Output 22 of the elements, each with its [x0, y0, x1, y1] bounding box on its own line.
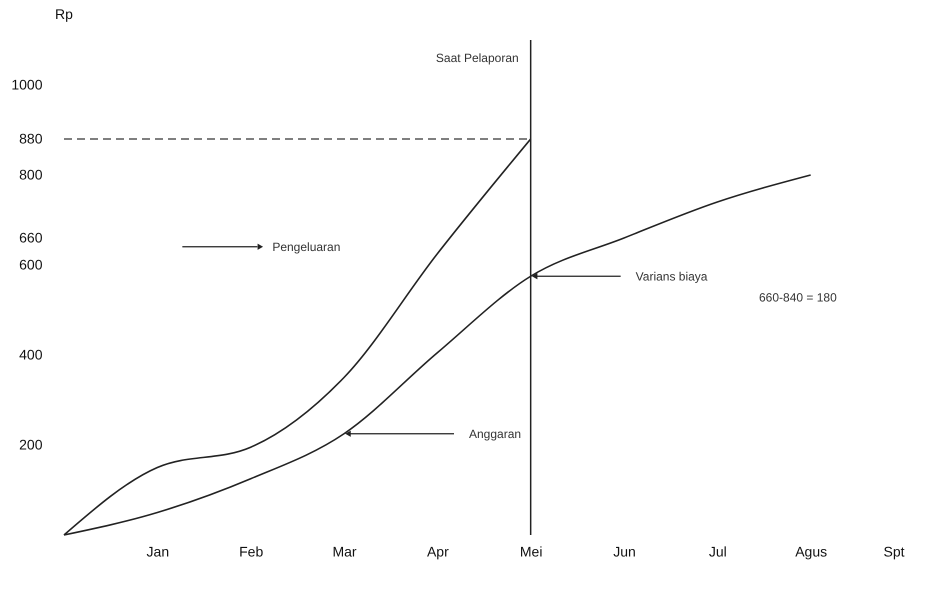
- y-tick-label: 400: [19, 346, 43, 362]
- ref-line-label: Saat Pelaporan: [436, 51, 519, 65]
- y-tick-label: 880: [19, 130, 43, 146]
- y-tick-label: 200: [19, 436, 43, 452]
- x-tick-label: Feb: [239, 544, 264, 560]
- y-tick-label: 600: [19, 256, 43, 272]
- x-tick-label: Jun: [613, 544, 636, 560]
- text: Anggaran: [469, 426, 522, 441]
- x-tick-label: Spt: [883, 544, 905, 560]
- y-axis-title: Rp: [55, 6, 74, 22]
- x-tick-label: Apr: [426, 544, 450, 560]
- annotation: Varians biaya: [636, 269, 708, 284]
- y-tick-label: 1000: [11, 76, 43, 92]
- x-tick-label: Jan: [146, 544, 170, 560]
- legend-label: Pengeluaran: [272, 240, 340, 254]
- y-tick-label: 800: [19, 166, 43, 182]
- x-tick-label: Mei: [520, 544, 542, 560]
- x-tick-label: Mar: [332, 544, 357, 560]
- y-tick-label: 660: [19, 230, 43, 246]
- annotation: 660-840 = 180: [759, 290, 838, 304]
- x-tick-label: Agus: [795, 544, 828, 560]
- x-tick-label: Jul: [708, 544, 727, 560]
